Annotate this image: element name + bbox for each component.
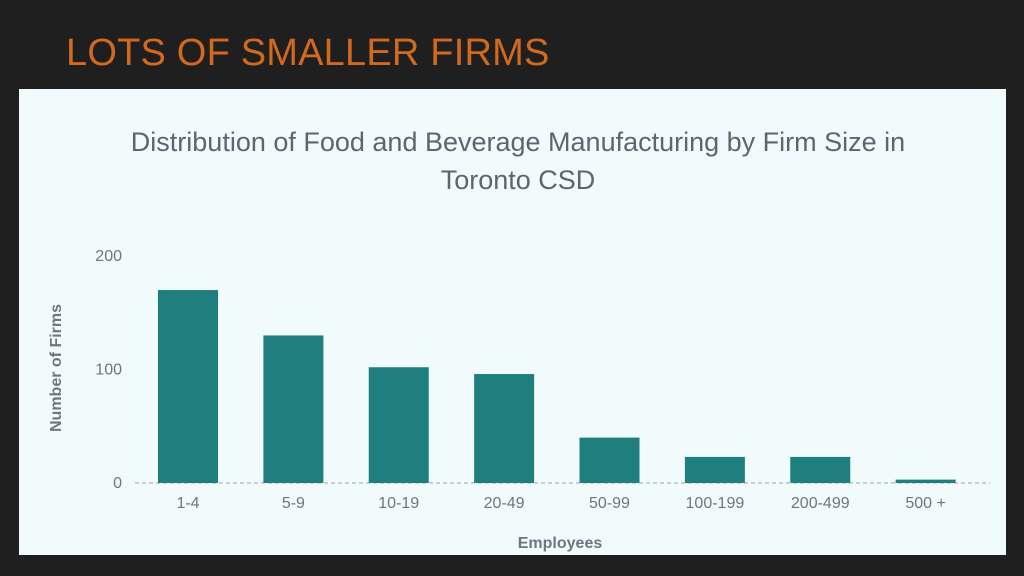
chart-title-line-1: Distribution of Food and Beverage Manufa…: [131, 127, 905, 157]
x-tick-label: 100-199: [686, 495, 745, 512]
plot-area: 0 100 200 1-4 5-9 10-19 20-49 50-99 100-199 200-4…: [95, 248, 990, 512]
x-tick-label: 1-4: [176, 495, 199, 512]
x-tick-label: 5-9: [282, 495, 305, 512]
bar[interactable]: [474, 374, 535, 483]
bar[interactable]: [790, 456, 851, 483]
bar-chart: Distribution of Food and Beverage Manufa…: [48, 127, 990, 552]
bar[interactable]: [158, 290, 218, 483]
chart-title-line-2: Toronto CSD: [441, 165, 596, 195]
x-tick-label: 500 +: [905, 495, 945, 512]
x-tick-label: 50-99: [589, 495, 630, 512]
y-axis-title: Number of Firms: [48, 304, 65, 432]
bar[interactable]: [368, 367, 429, 483]
bar[interactable]: [895, 479, 956, 483]
x-tick-label: 10-19: [378, 495, 419, 512]
bar[interactable]: [263, 335, 324, 483]
bar[interactable]: [684, 456, 745, 483]
x-tick-label: 200-499: [791, 495, 850, 512]
chart-panel: Distribution of Food and Beverage Manufa…: [19, 89, 1006, 555]
y-tick-label: 200: [95, 248, 122, 265]
y-tick-label: 0: [113, 475, 122, 492]
y-tick-label: 100: [95, 362, 122, 379]
bar[interactable]: [579, 437, 640, 483]
x-axis-title: Employees: [518, 535, 603, 552]
slide-title: LOTS OF SMALLER FIRMS: [66, 32, 550, 74]
x-tick-label: 20-49: [484, 495, 525, 512]
